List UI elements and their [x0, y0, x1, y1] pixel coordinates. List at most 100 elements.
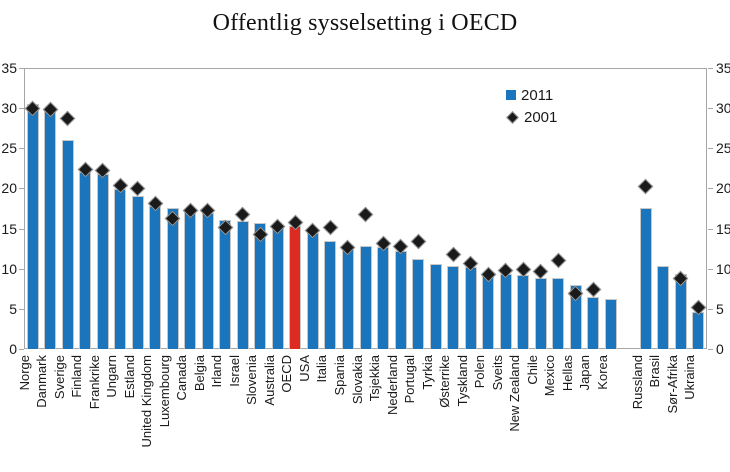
y-axis-label-left: 30	[1, 100, 17, 117]
y-tick-right	[708, 349, 713, 350]
bar-oecd	[289, 226, 302, 349]
bar-finland	[79, 172, 92, 349]
legend-square-icon	[506, 90, 516, 100]
y-axis-label-right: 20	[716, 180, 730, 197]
bar-united-kingdom	[149, 206, 162, 349]
bar-new-zealand	[517, 275, 530, 349]
bar-ungarn	[114, 189, 127, 349]
bar-korea	[604, 299, 617, 349]
y-tick-left	[19, 308, 24, 310]
y-tick-right	[708, 68, 713, 69]
x-axis-label-nederland: Nederland	[384, 355, 400, 415]
x-axis-label-new-zealand: New Zealand	[507, 355, 523, 432]
x-axis-label-italia: Italia	[314, 355, 330, 383]
legend-label-2001: 2001	[524, 108, 558, 126]
y-tick-right	[708, 188, 713, 190]
x-axis-label-polen: Polen	[472, 355, 488, 389]
x-axis-label-estland: Estland	[121, 355, 137, 399]
x-axis-label-sør-afrika: Sør-Afrika	[664, 355, 680, 414]
bar-mexico	[552, 278, 565, 349]
y-axis-label-left: 35	[1, 60, 17, 76]
bar-irland	[219, 220, 232, 349]
bar-brasil	[657, 266, 670, 349]
x-axis-label-tyrkia: Tyrkia	[419, 355, 435, 390]
y-axis-label-right: 15	[716, 220, 730, 237]
legend-item-2001: 2001	[506, 106, 557, 128]
y-tick-left	[19, 268, 24, 270]
y-axis-label-right: 30	[716, 100, 730, 117]
bar-danmark	[44, 111, 57, 349]
bar-japan	[587, 297, 600, 349]
x-axis-label-norge: Norge	[16, 355, 32, 391]
chart-title: Offentlig sysselsetting i OECD	[212, 10, 518, 36]
x-axis-label-israel: Israel	[226, 355, 242, 387]
y-tick-right	[708, 308, 713, 310]
bar-tyrkia	[429, 264, 442, 349]
y-axis-label-right: 10	[716, 260, 730, 277]
bar-portugal	[412, 259, 425, 349]
bar-usa	[306, 233, 319, 349]
x-axis-label-slovakia: Slovakia	[349, 355, 365, 405]
x-axis-label-chile: Chile	[524, 355, 540, 385]
x-axis-label-østerrike: Østerrike	[437, 355, 453, 408]
bar-slovenia	[254, 223, 267, 349]
x-axis-label-portugal: Portugal	[402, 355, 418, 404]
x-axis-label-sverige: Sverige	[51, 355, 67, 400]
x-axis-label-canada: Canada	[174, 355, 190, 401]
x-axis-label-ukraina: Ukraina	[682, 355, 698, 400]
y-tick-right	[708, 228, 713, 230]
x-axis-label-united-kingdom: United Kingdom	[139, 355, 155, 448]
x-axis-label-slovenia: Slovenia	[244, 355, 260, 405]
y-axis-label-right: 25	[716, 140, 730, 157]
bar-belgia	[201, 213, 214, 349]
bar-polen	[482, 273, 495, 349]
bar-norge	[26, 104, 39, 349]
x-axis-label-oecd: OECD	[279, 355, 295, 393]
x-axis-label-usa: USA	[296, 355, 312, 382]
y-tick-left	[19, 108, 24, 110]
y-tick-left	[19, 349, 24, 350]
y-tick-left	[19, 228, 24, 230]
y-axis-label-left: 10	[1, 260, 17, 277]
bar-sverige	[61, 140, 74, 349]
y-axis-label-left: 20	[1, 180, 17, 197]
bar-tyskland	[464, 267, 477, 349]
bar-sveits	[499, 274, 512, 349]
bar-slovakia	[359, 246, 372, 349]
x-axis-label-hellas: Hellas	[559, 355, 575, 392]
x-axis-label-sveits: Sveits	[489, 355, 505, 391]
bar-chile	[534, 278, 547, 349]
x-axis-label-tsjekkia: Tsjekkia	[367, 355, 382, 402]
y-axis-label-left: 25	[1, 140, 17, 157]
x-axis-label-danmark: Danmark	[34, 355, 50, 408]
x-axis-label-luxembourg: Luxembourg	[156, 355, 172, 428]
x-axis-label-mexico: Mexico	[542, 355, 558, 397]
y-tick-left	[19, 148, 24, 150]
y-tick-left	[19, 188, 24, 190]
legend-label-2011: 2011	[521, 86, 554, 104]
x-axis-label-spania: Spania	[331, 355, 347, 396]
bar-italia	[324, 241, 337, 349]
y-tick-right	[708, 108, 713, 110]
x-axis-label-japan: Japan	[577, 355, 593, 391]
y-tick-left	[19, 68, 24, 69]
bar-israel	[236, 221, 249, 349]
y-axis-label-left: 5	[9, 300, 17, 317]
y-axis-label-right: 0	[716, 341, 724, 357]
y-axis-label-left: 0	[9, 341, 17, 357]
x-axis-label-irland: Irland	[209, 355, 225, 388]
bar-canada	[184, 212, 197, 349]
x-axis-label-frankrike: Frankrike	[86, 355, 102, 410]
y-axis-label-right: 5	[716, 300, 724, 317]
x-axis-label-ungarn: Ungarn	[104, 355, 120, 398]
x-axis-label-russland: Russland	[629, 355, 645, 410]
x-axis-label-korea: Korea	[594, 355, 610, 390]
x-axis-label-belgia: Belgia	[191, 355, 207, 392]
x-axis-label-australia: Australia	[261, 355, 277, 406]
y-tick-right	[708, 268, 713, 270]
x-axis-label-finland: Finland	[69, 355, 85, 398]
legend-item-2011: 2011	[506, 84, 557, 106]
x-axis-label-brasil: Brasil	[647, 355, 663, 388]
bar-estland	[131, 196, 144, 349]
bar-hellas	[569, 285, 582, 349]
